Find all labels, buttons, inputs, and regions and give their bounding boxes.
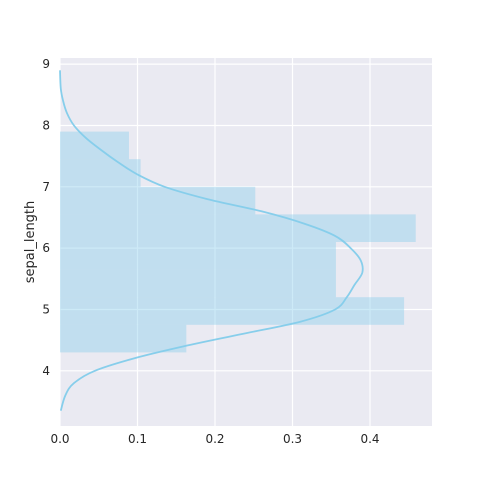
x-tick-label: 0.4 bbox=[360, 432, 379, 446]
y-tick-label: 5 bbox=[42, 302, 50, 316]
y-tick-label: 8 bbox=[42, 118, 50, 132]
y-tick-label: 9 bbox=[42, 57, 50, 71]
kde-curve bbox=[59, 70, 364, 411]
x-tick-label: 0.3 bbox=[283, 432, 302, 446]
y-tick-label: 7 bbox=[42, 180, 50, 194]
x-tick-label: 0.2 bbox=[205, 432, 224, 446]
histogram-bar bbox=[60, 159, 141, 187]
grid-lines bbox=[59, 58, 432, 426]
histogram-bars bbox=[60, 131, 416, 353]
x-tick-label: 0.1 bbox=[128, 432, 147, 446]
histogram-bar bbox=[60, 186, 256, 215]
histogram-bar bbox=[60, 297, 405, 325]
histogram-bar bbox=[60, 269, 336, 298]
x-axis-ticks: 0.0 0.1 0.2 0.3 0.4 bbox=[50, 432, 379, 446]
y-tick-label: 4 bbox=[42, 364, 50, 378]
y-axis-ticks: 4 5 6 7 8 9 bbox=[42, 57, 50, 378]
x-tick-label: 0.0 bbox=[50, 432, 69, 446]
y-axis-label: sepal_length bbox=[23, 201, 38, 284]
histogram-bar bbox=[60, 214, 416, 242]
histogram-bar bbox=[60, 242, 336, 270]
y-tick-label: 6 bbox=[42, 241, 50, 255]
histogram-bar bbox=[60, 324, 187, 353]
